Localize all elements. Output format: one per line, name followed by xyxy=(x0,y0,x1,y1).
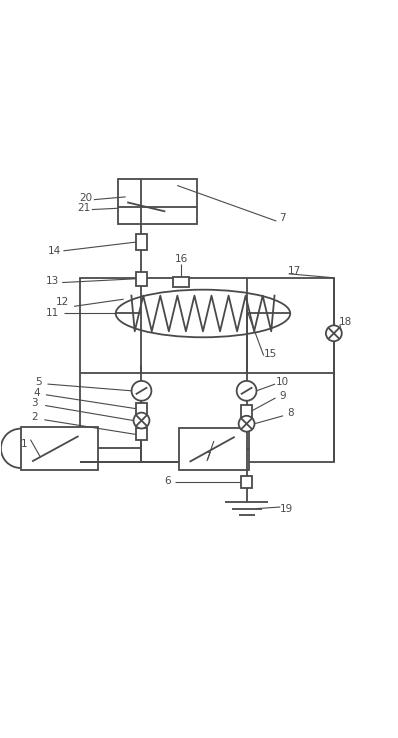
Text: 17: 17 xyxy=(288,266,301,275)
Bar xyxy=(179,429,249,470)
Bar xyxy=(136,429,147,441)
Text: 14: 14 xyxy=(48,246,61,256)
Bar xyxy=(136,234,147,250)
Text: 19: 19 xyxy=(280,503,293,514)
Text: 5: 5 xyxy=(35,376,42,387)
Circle shape xyxy=(132,381,151,401)
Text: 13: 13 xyxy=(46,276,59,286)
Bar xyxy=(173,277,189,286)
Text: 9: 9 xyxy=(279,391,286,401)
Circle shape xyxy=(237,381,256,401)
Bar xyxy=(21,427,98,470)
Bar xyxy=(80,277,334,462)
Text: 21: 21 xyxy=(77,204,91,213)
Text: 8: 8 xyxy=(287,408,294,418)
Bar xyxy=(241,476,252,488)
Text: 3: 3 xyxy=(31,398,38,408)
Bar xyxy=(118,179,197,224)
Text: 16: 16 xyxy=(175,254,188,263)
Text: 1: 1 xyxy=(20,439,27,449)
Circle shape xyxy=(326,325,342,341)
Text: 12: 12 xyxy=(56,297,69,307)
Text: 4: 4 xyxy=(33,387,40,398)
Text: 20: 20 xyxy=(80,193,92,204)
Bar xyxy=(136,272,147,286)
Text: 2: 2 xyxy=(31,413,38,422)
Bar xyxy=(241,404,252,416)
Ellipse shape xyxy=(116,290,290,337)
Text: 7: 7 xyxy=(204,452,210,462)
Text: 11: 11 xyxy=(46,308,59,319)
Circle shape xyxy=(134,413,149,429)
Text: 10: 10 xyxy=(276,376,289,387)
Text: 18: 18 xyxy=(339,317,352,327)
Bar xyxy=(136,403,147,415)
Circle shape xyxy=(239,415,255,432)
Text: 7: 7 xyxy=(279,213,286,224)
Text: 15: 15 xyxy=(264,349,277,359)
Text: 6: 6 xyxy=(164,476,171,486)
